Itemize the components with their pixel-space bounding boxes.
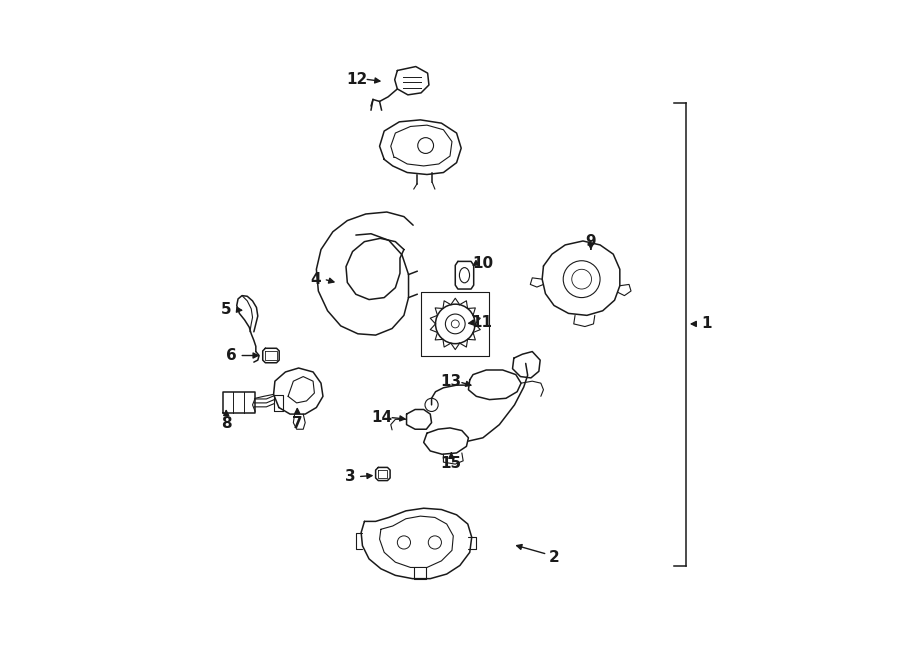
Text: 1: 1	[701, 317, 712, 331]
Text: 6: 6	[226, 348, 237, 363]
Text: 3: 3	[345, 469, 356, 484]
Text: 4: 4	[310, 272, 321, 287]
Text: 5: 5	[220, 302, 231, 317]
Text: 15: 15	[441, 456, 462, 471]
Text: 8: 8	[220, 416, 231, 432]
Text: 14: 14	[371, 410, 392, 425]
Text: 12: 12	[346, 71, 367, 87]
Text: 13: 13	[441, 374, 462, 389]
Text: 2: 2	[549, 550, 560, 565]
Text: 7: 7	[292, 416, 302, 432]
Text: 11: 11	[471, 315, 492, 330]
Text: 10: 10	[472, 256, 493, 271]
Text: 9: 9	[586, 234, 596, 249]
